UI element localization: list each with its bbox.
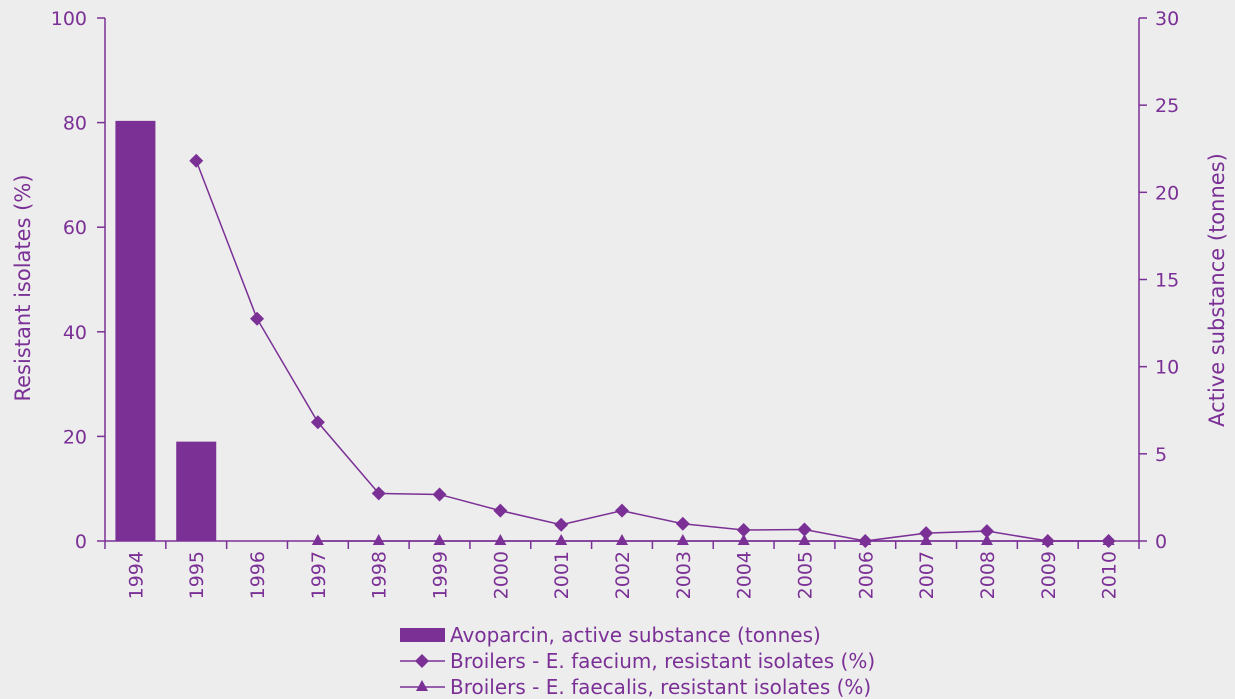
triangle-point-2007: [920, 534, 933, 545]
x-tick-label-2007: 2007: [916, 551, 938, 599]
y-left-axis-title: Resistant isolates (%): [11, 174, 35, 401]
bar-1994: [115, 120, 156, 542]
y-right-tick-label: 25: [1155, 95, 1179, 117]
triangle-point-2001: [555, 534, 568, 545]
diamond-point-2002: [615, 503, 629, 518]
diamond-point-1998: [371, 486, 386, 501]
x-tick-label-2005: 2005: [794, 551, 816, 599]
legend-faecalis-triangle-icon: [416, 680, 428, 691]
x-tick-label-1994: 1994: [125, 551, 147, 599]
y-left-tick-label: 100: [51, 8, 87, 30]
diamond-point-1996: [250, 311, 265, 326]
x-tick-label-2006: 2006: [855, 551, 877, 599]
legend-faecium-label: Broilers - E. faecium, resistant isolate…: [450, 649, 875, 673]
diamond-point-1997: [310, 415, 325, 430]
diamond-point-2005: [797, 522, 812, 537]
triangle-point-1998: [372, 534, 385, 545]
lines-layer: [189, 153, 1116, 548]
y-right-axis-title: Active substance (tonnes): [1205, 153, 1229, 427]
diamond-point-1999: [432, 487, 447, 502]
legend: Avoparcin, active substance (tonnes) Bro…: [400, 623, 875, 699]
axes-layer: [104, 18, 1140, 542]
legend-bar-swatch: [400, 628, 445, 642]
triangle-point-2005: [798, 534, 811, 545]
x-tick-label-1996: 1996: [247, 551, 269, 599]
triangle-point-2010: [1102, 534, 1115, 545]
diamond-point-1995: [189, 153, 204, 168]
x-tick-label-1998: 1998: [369, 551, 391, 599]
legend-faecalis-label: Broilers - E. faecalis, resistant isolat…: [450, 675, 871, 699]
y-left-tick-label: 80: [63, 113, 87, 135]
diamond-point-2003: [675, 516, 690, 531]
diamond-point-2000: [493, 503, 508, 518]
y-left-tick-label: 0: [75, 531, 87, 553]
diamond-point-2001: [554, 517, 569, 532]
x-tick-label-2002: 2002: [612, 551, 634, 599]
diamond-point-2007: [919, 526, 934, 541]
triangle-point-2006: [859, 534, 872, 545]
ticks-layer: 0 20 40 60 80 100 0 5 10 15 20 25 30 1994 1995 1996 1997…: [51, 8, 1179, 599]
x-tick-label-2000: 2000: [490, 551, 512, 599]
triangle-point-2008: [980, 534, 993, 545]
y-right-tick-label: 0: [1155, 531, 1167, 553]
y-left-tick-label: 40: [63, 322, 87, 344]
triangle-point-2002: [616, 534, 628, 545]
x-tick-label-2004: 2004: [734, 551, 756, 599]
x-tick-label-2001: 2001: [551, 551, 573, 599]
x-tick-label-2003: 2003: [673, 551, 695, 599]
legend-bar-label: Avoparcin, active substance (tonnes): [450, 623, 821, 647]
y-left-tick-label: 20: [63, 426, 87, 448]
bar-1995: [176, 441, 217, 541]
x-tick-label-1995: 1995: [186, 551, 208, 599]
triangle-point-1997: [311, 534, 324, 545]
y-right-tick-label: 15: [1155, 270, 1179, 292]
y-right-tick-label: 10: [1155, 357, 1179, 379]
legend-faecium-diamond-icon: [415, 654, 429, 668]
x-tick-label-2008: 2008: [977, 551, 999, 599]
x-tick-label-1997: 1997: [308, 551, 330, 599]
y-left-tick-label: 60: [63, 217, 87, 239]
y-right-tick-label: 20: [1155, 182, 1179, 204]
triangle-point-2009: [1041, 534, 1054, 545]
x-tick-label-2010: 2010: [1099, 551, 1121, 599]
triangle-point-1999: [433, 534, 446, 545]
triangle-point-2003: [676, 534, 689, 545]
y-right-tick-label: 30: [1155, 8, 1179, 30]
x-tick-label-2009: 2009: [1038, 551, 1060, 599]
bars-layer: [115, 120, 217, 542]
series-line-diamond: [195, 160, 1109, 542]
triangle-point-2004: [737, 534, 750, 545]
y-right-tick-label: 5: [1155, 444, 1167, 466]
triangle-point-2000: [494, 534, 507, 545]
x-tick-label-1999: 1999: [430, 551, 452, 599]
diamond-point-2008: [979, 524, 994, 539]
diamond-point-2004: [736, 523, 751, 538]
